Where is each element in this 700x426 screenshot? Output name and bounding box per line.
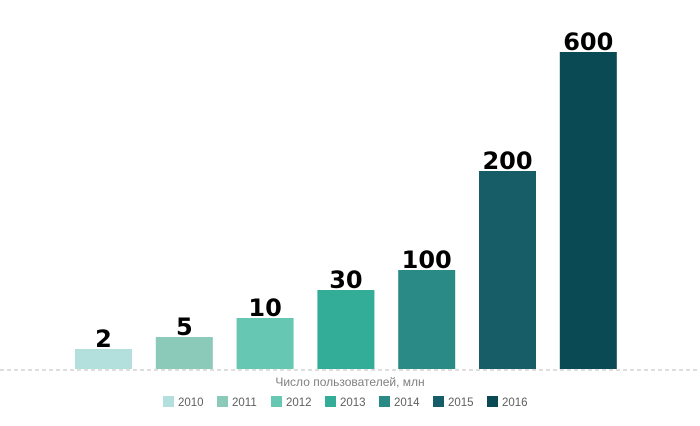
legend-label-2013[interactable]: 2013 <box>340 397 366 409</box>
legend-label-2015[interactable]: 2015 <box>448 397 474 409</box>
bar-2013 <box>317 290 375 369</box>
legend-swatch-2010 <box>163 396 174 407</box>
legend-swatch-2014 <box>379 396 390 407</box>
legend-label-2011[interactable]: 2011 <box>232 397 257 409</box>
data-label-2012: 10 <box>248 294 281 322</box>
data-label-2014: 100 <box>402 246 452 274</box>
legend-swatch-2011 <box>217 396 228 407</box>
bar-2014 <box>398 270 456 369</box>
legend-swatch-2015 <box>433 396 444 407</box>
legend: 2010 2011 2012 2013 2014 2015 2016 <box>163 396 528 409</box>
x-axis-label: Число пользователей, млн <box>275 375 424 389</box>
bar-2010 <box>75 349 132 369</box>
data-label-2010: 2 <box>95 325 112 353</box>
bar-2012 <box>236 318 294 369</box>
data-label-2016: 600 <box>563 28 613 56</box>
bar-2015 <box>479 171 536 369</box>
bars-group <box>75 52 617 369</box>
legend-label-2012[interactable]: 2012 <box>286 397 312 409</box>
legend-label-2010[interactable]: 2010 <box>178 397 204 409</box>
data-labels-group: 2 5 10 30 100 200 600 <box>95 28 613 353</box>
data-label-2011: 5 <box>176 313 193 341</box>
bar-2016 <box>559 52 617 369</box>
legend-label-2016[interactable]: 2016 <box>502 397 528 409</box>
bar-2011 <box>155 337 213 369</box>
legend-swatch-2013 <box>325 396 336 407</box>
legend-label-2014[interactable]: 2014 <box>394 397 420 409</box>
data-label-2015: 200 <box>482 147 532 175</box>
data-label-2013: 30 <box>329 266 362 294</box>
legend-swatch-2012 <box>271 396 282 407</box>
legend-swatch-2016 <box>487 396 498 407</box>
